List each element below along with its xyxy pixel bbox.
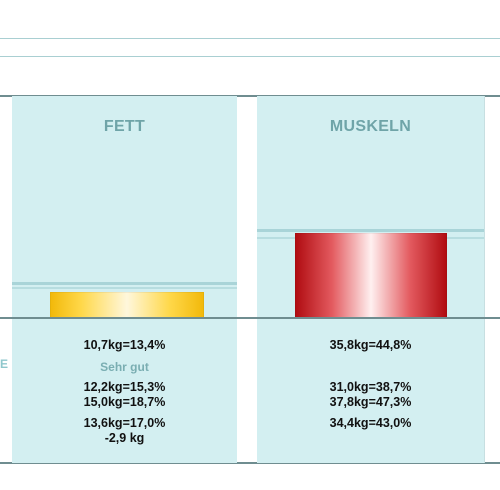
fett-title: FETT: [103, 118, 146, 135]
fett-panel: FETT 10,7kg=13,4% Sehr gut 12,2kg=15,3% …: [12, 96, 237, 463]
fett-bar: [50, 292, 204, 319]
chart-bottom-border: [0, 462, 500, 464]
muskeln-current-value: 35,8kg=44,8%: [329, 338, 412, 352]
fett-ref3-value: 13,6kg=17,0%: [83, 416, 166, 430]
fett-reference-band-thin: [12, 287, 237, 289]
chart-top-border: [0, 95, 500, 97]
muskeln-ref1-value: 31,0kg=38,7%: [329, 380, 412, 394]
fett-ref2-value: 15,0kg=18,7%: [83, 395, 166, 409]
fett-difference: -2,9 kg: [104, 431, 145, 445]
top-divider-1: [0, 38, 500, 39]
muskeln-reference-band: [257, 229, 484, 232]
fett-reference-band: [12, 282, 237, 285]
fett-current-value: 10,7kg=13,4%: [83, 338, 166, 352]
muskeln-ref3-value: 34,4kg=43,0%: [329, 416, 412, 430]
top-divider-2: [0, 56, 500, 57]
muskeln-title: MUSKELN: [329, 118, 412, 135]
edge-label: E: [0, 357, 9, 371]
muskeln-panel: MUSKELN 35,8kg=44,8% 31,0kg=38,7% 37,8kg…: [257, 96, 484, 463]
muskeln-bar: [295, 233, 447, 319]
muskeln-ref2-value: 37,8kg=47,3%: [329, 395, 412, 409]
grid-line-right: [484, 96, 485, 463]
bar-baseline: [0, 317, 500, 319]
fett-rating: Sehr gut: [100, 360, 149, 374]
fett-ref1-value: 12,2kg=15,3%: [83, 380, 166, 394]
